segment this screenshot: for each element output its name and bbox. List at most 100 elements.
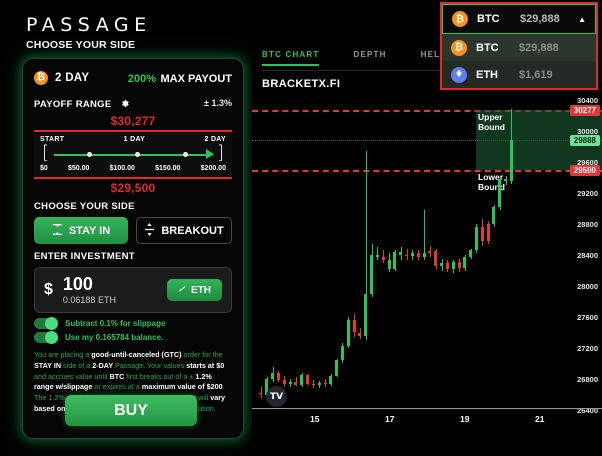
coin-option-btc-price: $29,888 [519, 41, 559, 54]
lower-bound-rule [34, 177, 232, 179]
payoff-range-header: PAYOFF RANGE ± 1.3% [34, 94, 232, 112]
slider-value-4: $200.00 [200, 165, 226, 172]
payoff-slider[interactable]: START 1 DAY 2 DAY [ ] $0 $50.00 $100.00 … [34, 132, 232, 177]
brand-title: PASSAGE [26, 14, 152, 36]
chevron-up-icon[interactable]: ▲ [578, 14, 586, 24]
slider-tick-1 [87, 152, 92, 157]
chart-title: BRACKETX.FI [262, 78, 341, 90]
gear-icon[interactable] [120, 95, 129, 107]
upper-bound-value: $30,277 [110, 114, 156, 128]
stay-in-icon [52, 223, 63, 239]
tradingview-logo-icon[interactable]: TV [266, 386, 287, 407]
balance-toggle-row[interactable]: Use my 0.165784 balance. [34, 331, 232, 344]
balance-toggle[interactable] [34, 331, 58, 344]
y-tick-label: 27600 [577, 313, 598, 322]
lower-bound-tag: Lower Bound [478, 171, 505, 192]
candle-body [451, 261, 455, 269]
candle-body [457, 261, 461, 269]
candle-body [434, 251, 438, 266]
slider-track-wrap[interactable]: [ ] [40, 142, 226, 165]
candle-body [387, 260, 391, 269]
passage-card: ₿ 2 DAY 200% MAX PAYOUT PAYOFF RANGE ± 1… [22, 58, 244, 439]
candle-body [480, 227, 484, 242]
price-axis: 30400 30000 29600 29200 28800 28400 28000 27600… [520, 96, 602, 415]
breakout-icon [144, 222, 155, 239]
btc-icon: ₿ [451, 39, 467, 56]
candle-wick [424, 210, 426, 260]
spot-price-line [252, 139, 602, 141]
buy-button[interactable]: BUY [65, 395, 197, 426]
y-tick-label: 26400 [577, 406, 598, 415]
y-tick-label: 28000 [577, 282, 598, 291]
coin-option-btc[interactable]: ₿ BTC $29,888 [442, 34, 596, 61]
brand-subtitle: CHOOSE YOUR SIDE [26, 39, 136, 51]
investment-converted: 0.06188 ETH [62, 295, 116, 305]
candle-body [311, 383, 315, 386]
currency-symbol: $ [44, 281, 53, 298]
candle-body [492, 206, 496, 224]
candle-body [300, 375, 304, 386]
candle-body [317, 382, 321, 386]
tab-depth[interactable]: DEPTH [353, 50, 387, 59]
slider-time-0: START [40, 136, 65, 143]
candle-body [335, 360, 339, 376]
candle-body [509, 140, 513, 181]
slider-track[interactable] [54, 154, 212, 156]
candle-body [282, 379, 286, 384]
investment-amount[interactable]: 100 [62, 274, 93, 294]
price-badge-spot-price: 29888 [569, 134, 600, 146]
term-label: 2 DAY [55, 72, 90, 84]
chart-tabs: BTC CHART DEPTH HELP [262, 50, 447, 66]
breakout-button[interactable]: BREAKOUT [136, 217, 232, 244]
upper-bound-tag: Upper Bound [478, 111, 505, 132]
candle-body [375, 255, 379, 257]
candle-body [445, 262, 449, 269]
candle-body [276, 372, 280, 380]
candle-body [381, 256, 385, 261]
btc-icon: ₿ [34, 71, 48, 85]
slider-time-labels: START 1 DAY 2 DAY [40, 136, 226, 143]
enter-investment-label: ENTER INVESTMENT [34, 251, 135, 262]
slippage-toggle-label: Subtract 0.1% for slippage [65, 319, 166, 328]
balance-toggle-label: Use my 0.165784 balance. [65, 333, 164, 342]
investment-input[interactable]: $ 100 0.06188 ETH ETH [34, 267, 232, 313]
candle-wick [295, 376, 297, 386]
slider-arrow-icon [206, 149, 214, 159]
candle-body [306, 375, 310, 384]
slider-time-1: 1 DAY [123, 136, 146, 143]
y-tick-label: 28800 [577, 220, 598, 229]
candle-body [271, 372, 275, 379]
x-tick-label: 19 [460, 414, 470, 424]
x-tick-label: 17 [385, 414, 395, 424]
x-tick-label: 21 [535, 414, 545, 424]
choose-side-label: CHOOSE YOUR SIDE [34, 201, 135, 212]
candlestick-plot[interactable]: Upper Bound Lower Bound [252, 100, 602, 410]
slider-tick-3 [183, 152, 188, 157]
coin-selector-trigger[interactable]: ₿ BTC $29,888 ▲ [442, 4, 596, 34]
token-select-button[interactable]: ETH [167, 279, 222, 301]
selected-symbol: BTC [477, 13, 500, 25]
stay-in-button[interactable]: STAY IN [34, 217, 128, 244]
slippage-toggle-knob [45, 317, 58, 330]
lower-bound-value: $29,500 [110, 181, 156, 195]
candle-body [259, 392, 263, 395]
max-payout-pct: 200% [127, 73, 157, 85]
y-tick-label: 27200 [577, 344, 598, 353]
candle-body [469, 250, 473, 257]
max-payout-label: MAX PAYOUT [160, 73, 232, 85]
candle-body [405, 255, 409, 257]
candle-body [294, 382, 298, 386]
upper-bound-rule [34, 130, 232, 132]
slippage-toggle-row[interactable]: Subtract 0.1% for slippage [34, 317, 232, 330]
tab-btc-chart[interactable]: BTC CHART [262, 50, 320, 66]
tab-help[interactable]: HELP [420, 50, 447, 59]
coin-option-eth[interactable]: ♦ ETH $1,619 [442, 61, 596, 88]
candle-body [346, 320, 350, 346]
eth-icon: ♦ [451, 66, 467, 83]
slider-tick-2 [135, 152, 140, 157]
candle-body [498, 179, 502, 207]
slider-value-3: $150.00 [155, 165, 181, 172]
candle-body [486, 224, 490, 242]
slippage-toggle[interactable] [34, 317, 58, 330]
